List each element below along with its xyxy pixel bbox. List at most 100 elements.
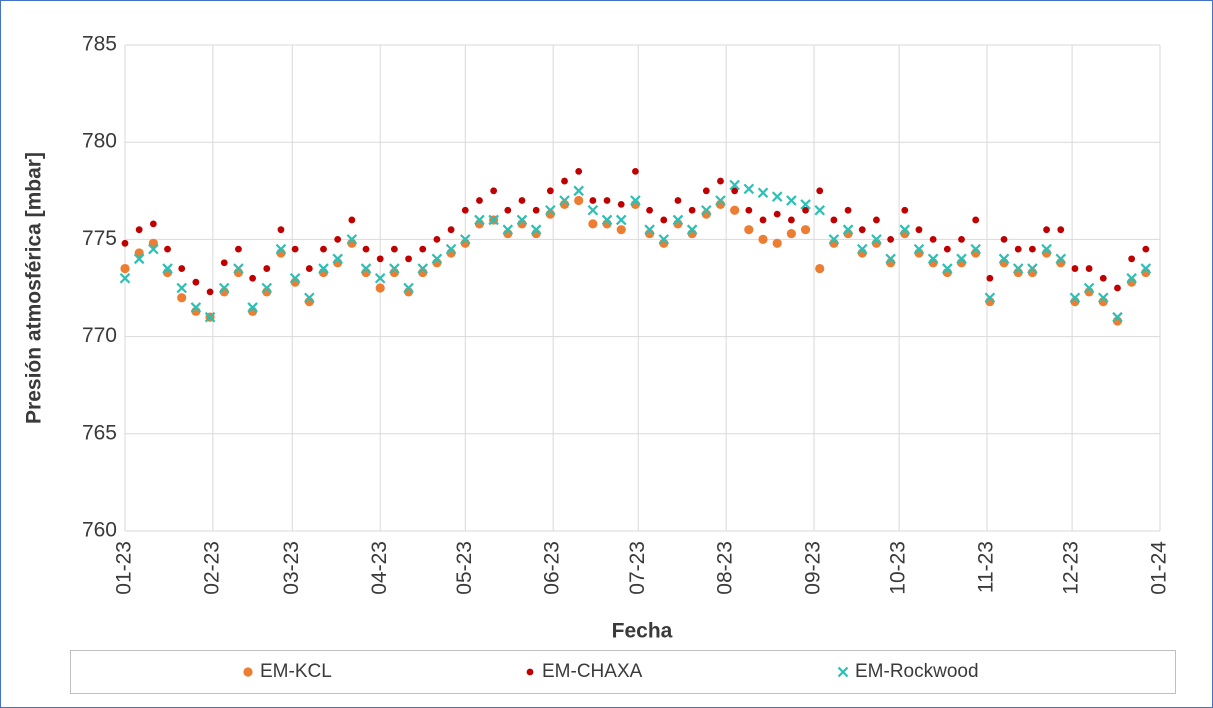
point — [615, 214, 627, 226]
point — [121, 239, 129, 247]
legend-marker — [243, 667, 253, 677]
point — [247, 302, 258, 313]
y-axis-title: Presión atmosférica [mbar] — [23, 152, 46, 424]
point — [474, 214, 485, 226]
point — [773, 210, 781, 218]
point — [1126, 273, 1137, 284]
point — [885, 253, 896, 265]
point — [731, 187, 739, 195]
point — [744, 225, 754, 235]
point — [871, 234, 882, 245]
point — [587, 204, 599, 216]
point — [800, 199, 811, 210]
point — [504, 206, 512, 214]
x-tick-label: 12-23 — [1060, 541, 1083, 595]
point — [1112, 311, 1123, 323]
point — [304, 292, 315, 303]
point — [119, 273, 131, 284]
point — [433, 236, 441, 243]
point — [672, 214, 684, 226]
point — [545, 204, 556, 216]
point — [588, 219, 598, 229]
point — [1012, 263, 1024, 274]
point — [646, 206, 653, 214]
point — [688, 206, 696, 214]
point — [816, 187, 824, 195]
x-tick-label: 06-23 — [541, 541, 564, 595]
point — [261, 282, 273, 294]
point — [1142, 245, 1150, 253]
point — [376, 255, 384, 263]
point — [913, 243, 925, 255]
point — [135, 226, 143, 234]
point — [729, 179, 740, 191]
point — [233, 263, 244, 274]
point — [488, 214, 499, 226]
point — [603, 197, 611, 204]
point — [956, 253, 967, 265]
point — [644, 224, 655, 235]
point — [1014, 245, 1022, 253]
point — [346, 234, 358, 245]
point — [958, 236, 965, 243]
point — [177, 293, 187, 303]
point — [559, 195, 570, 206]
point — [405, 255, 412, 263]
x-tick-label: 07-23 — [626, 541, 649, 595]
point — [942, 263, 953, 274]
point — [289, 273, 301, 284]
point — [757, 187, 769, 199]
point — [715, 195, 726, 206]
point — [263, 265, 271, 272]
point — [275, 243, 287, 255]
point — [858, 226, 866, 234]
point — [1027, 263, 1038, 274]
point — [362, 245, 370, 253]
point — [431, 253, 443, 265]
point — [616, 225, 626, 235]
point — [332, 253, 343, 265]
x-tick-label: 08-23 — [714, 541, 737, 595]
x-tick-label: 11-23 — [975, 541, 998, 593]
point — [149, 220, 157, 228]
point — [901, 206, 909, 214]
point — [701, 204, 712, 216]
point — [148, 243, 159, 255]
point — [717, 177, 724, 185]
point — [1000, 236, 1008, 243]
point — [1083, 282, 1095, 294]
x-tick-label: 01-24 — [1148, 541, 1171, 595]
point — [815, 263, 825, 274]
point — [546, 187, 554, 195]
point — [786, 228, 796, 239]
point — [133, 253, 145, 265]
x-tick-label: 10-23 — [887, 541, 910, 595]
point — [589, 197, 597, 204]
legend-label: EM-KCL — [260, 661, 332, 682]
point — [277, 226, 285, 234]
point — [574, 195, 584, 206]
point — [445, 243, 457, 255]
point — [206, 288, 214, 296]
point — [348, 216, 356, 224]
point — [887, 236, 895, 243]
point — [218, 282, 230, 294]
point — [220, 259, 228, 267]
point — [844, 206, 852, 214]
legend-marker — [837, 666, 849, 678]
point — [986, 274, 994, 282]
point — [984, 292, 996, 303]
point — [390, 245, 398, 253]
point — [320, 245, 327, 253]
point — [1085, 265, 1093, 272]
point — [1043, 226, 1050, 234]
y-tick-label: 765 — [82, 421, 117, 444]
point — [374, 273, 386, 284]
point — [561, 177, 568, 185]
point — [1055, 253, 1067, 265]
point — [190, 302, 202, 313]
point — [630, 195, 641, 206]
x-tick-label: 01-23 — [113, 541, 136, 595]
